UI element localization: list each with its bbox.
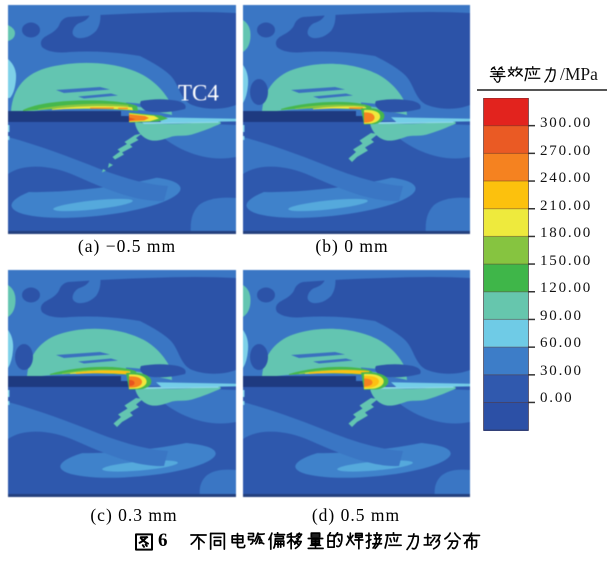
svg-text:TC4: TC4 bbox=[178, 81, 219, 106]
